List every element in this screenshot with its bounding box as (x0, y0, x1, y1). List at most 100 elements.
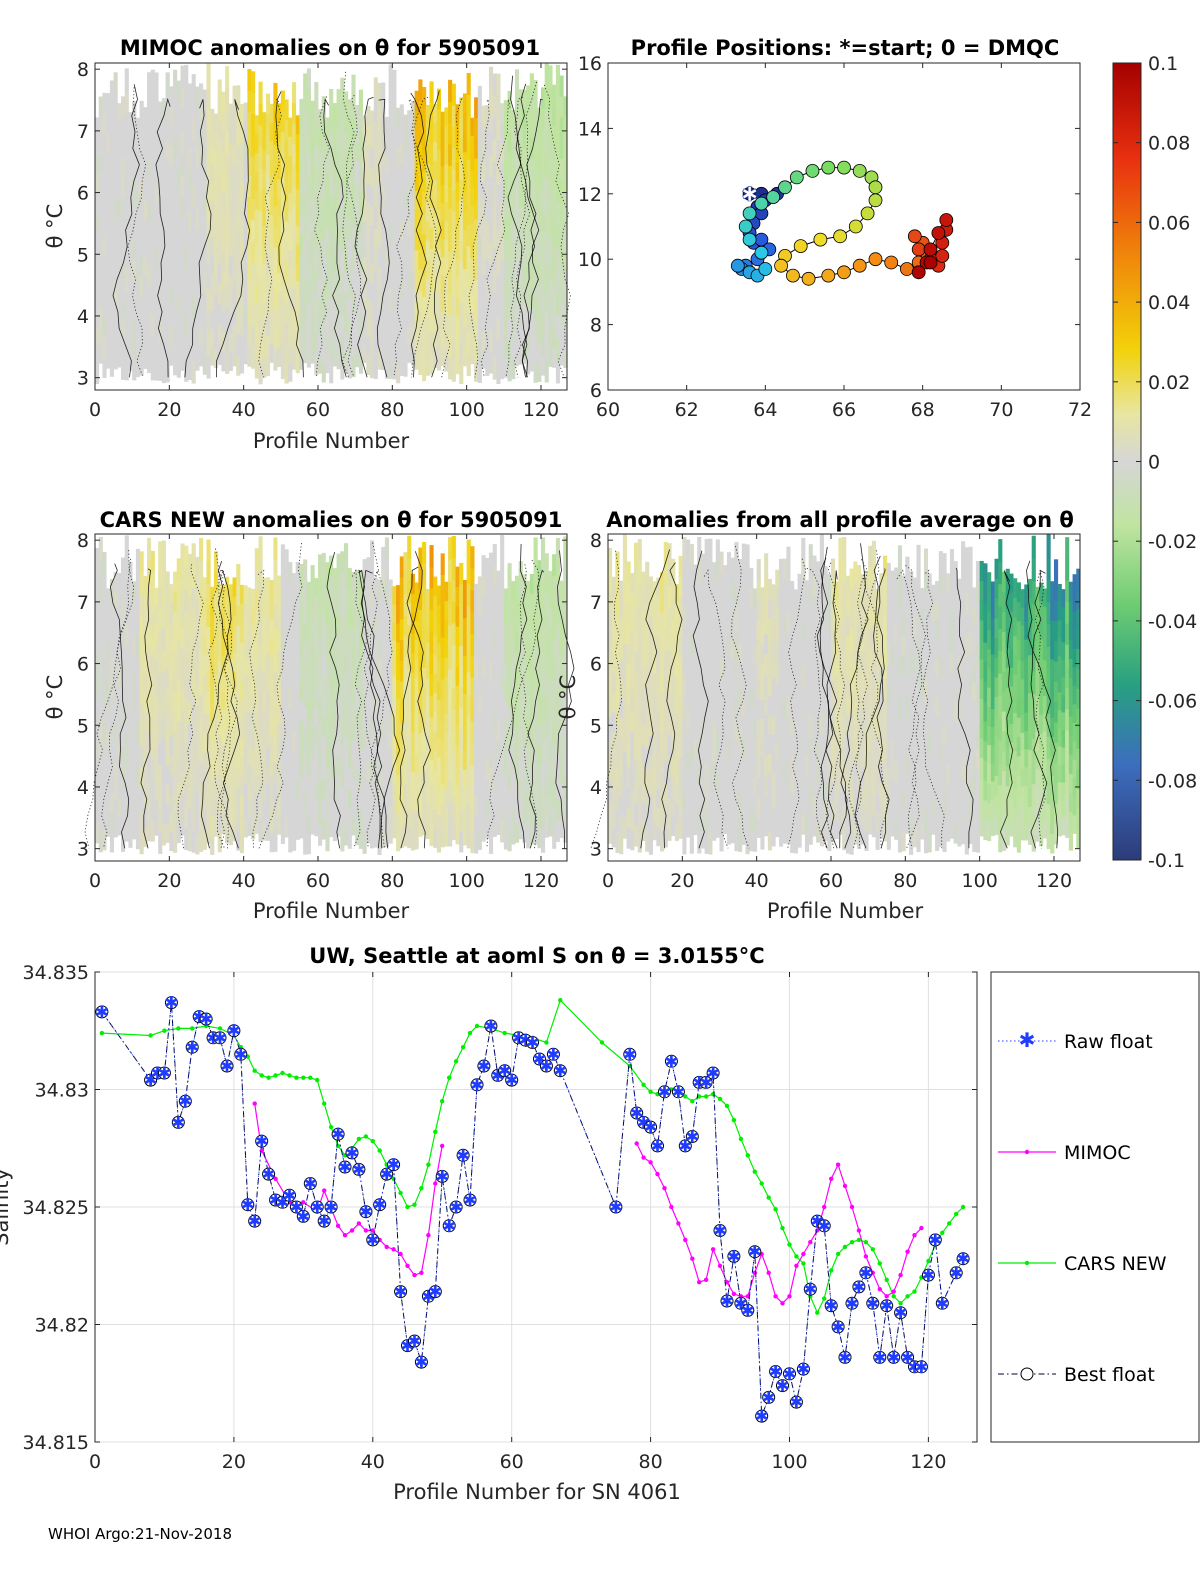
heatmap-cell (514, 154, 520, 176)
heatmap-cell (373, 206, 378, 229)
heatmap-cell (537, 580, 542, 602)
heatmap-cell (529, 612, 534, 633)
heatmap-cell (540, 649, 546, 673)
heatmap-cell (552, 165, 557, 187)
heatmap-cell (492, 669, 497, 691)
heatmap-cell (191, 697, 196, 721)
heatmap-cell (366, 144, 371, 165)
heatmap-cell (109, 676, 114, 697)
heatmap-cell (492, 815, 497, 837)
heatmap-cell (184, 313, 189, 337)
contour-line (184, 99, 212, 378)
heatmap-cell (139, 355, 144, 376)
heatmap-cell (102, 255, 107, 277)
heatmap-cell (269, 812, 274, 833)
heatmap-cell (340, 249, 345, 272)
heatmap-cell (273, 123, 278, 145)
heatmap-cell (444, 751, 449, 772)
heatmap-cell (730, 720, 735, 742)
heatmap-cell (165, 590, 170, 611)
heatmap-cell (414, 677, 419, 698)
heatmap-cell (258, 797, 263, 821)
heatmap-cell (221, 762, 226, 781)
heatmap-cell (507, 215, 512, 237)
heatmap-cell (648, 695, 653, 716)
heatmap-cell (909, 712, 914, 734)
heatmap-cell (135, 173, 140, 193)
heatmap-cell (243, 102, 248, 122)
heatmap-cell (477, 85, 482, 108)
heatmap-cell (634, 802, 639, 825)
heatmap-cell (663, 737, 668, 761)
heatmap-cell (470, 743, 475, 766)
heatmap-cell (544, 715, 549, 737)
heatmap-cell (351, 665, 356, 686)
heatmap-cell (552, 554, 557, 576)
heatmap-cell (897, 632, 903, 656)
heatmap-cell (221, 291, 226, 312)
heatmap-cell (853, 561, 858, 583)
heatmap-cell (407, 691, 412, 715)
heatmap-cell (332, 645, 337, 666)
profile-position-point (813, 232, 828, 247)
heatmap-cell (247, 746, 252, 766)
heatmap-cell (485, 278, 490, 299)
heatmap-cell (358, 690, 363, 711)
heatmap-cell (236, 584, 241, 606)
heatmap-cell (236, 829, 241, 851)
heatmap-cell (608, 568, 613, 591)
heatmap-cell (310, 194, 315, 214)
heatmap-cell (161, 757, 167, 781)
heatmap-cell (883, 555, 888, 577)
contour-line (425, 90, 442, 378)
heatmap-cell (507, 111, 512, 133)
heatmap-cell (723, 584, 728, 604)
heatmap-cell (433, 576, 438, 597)
heatmap-cell (697, 559, 702, 583)
heatmap-cell (823, 781, 828, 802)
heatmap-cell (314, 186, 319, 208)
heatmap-cell (678, 797, 683, 819)
heatmap-cell (682, 650, 687, 674)
heatmap-cell (221, 191, 226, 212)
heatmap-cell (317, 637, 323, 659)
heatmap-cell (98, 115, 103, 136)
heatmap-cell (288, 644, 293, 667)
heatmap-cell (373, 596, 378, 617)
heatmap-cell (165, 629, 170, 650)
heatmap-cell (488, 767, 494, 790)
heatmap-cell (630, 573, 635, 594)
heatmap-cell (117, 329, 122, 349)
heatmap-cell (901, 713, 906, 734)
heatmap-cell (191, 763, 196, 787)
heatmap-cell (485, 758, 490, 780)
heatmap-cell (310, 699, 315, 720)
heatmap-cell (756, 718, 761, 739)
heatmap-cell (470, 633, 475, 657)
heatmap-cell (351, 139, 356, 162)
heatmap-cell (485, 317, 490, 338)
heatmap-cell (95, 288, 100, 308)
heatmap-cell (689, 676, 694, 700)
heatmap-cell (314, 144, 319, 167)
heatmap-cell (403, 573, 408, 595)
heatmap-cell (615, 680, 620, 703)
heatmap-cell (277, 778, 282, 798)
heatmap-cell (410, 233, 416, 253)
heatmap-cell (407, 164, 412, 183)
heatmap-cell (436, 249, 442, 271)
heatmap-cell (444, 333, 449, 353)
heatmap-cell (150, 571, 155, 593)
heatmap-cell (154, 782, 159, 801)
heatmap-cell (158, 697, 163, 721)
heatmap-cell (433, 254, 438, 274)
heatmap-cell (410, 101, 416, 121)
cars-xlabel: Profile Number (253, 899, 410, 923)
heatmap-cell (210, 835, 215, 855)
heatmap-cell (128, 663, 133, 685)
heatmap-cell (764, 795, 769, 817)
mimoc-ylabel: θ °C (43, 204, 67, 249)
heatmap-cell (418, 353, 423, 376)
heatmap-cell (191, 719, 196, 743)
heatmap-cell (370, 562, 375, 585)
